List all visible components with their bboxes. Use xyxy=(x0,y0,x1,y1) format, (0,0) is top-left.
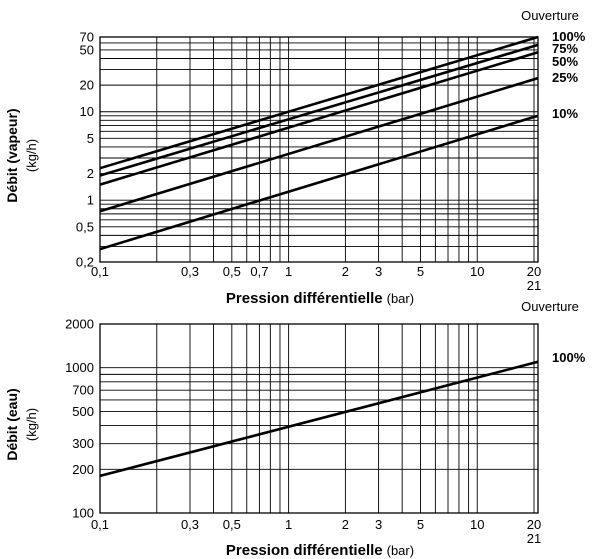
y-tick-label: 2 xyxy=(87,166,94,181)
y-axis-title-unit: (kg/h) xyxy=(24,408,39,441)
series-label: 100% xyxy=(552,350,586,365)
series-header: Ouverture xyxy=(521,299,579,314)
y-tick-label: 0,2 xyxy=(76,255,94,270)
x-tick-label: 1 xyxy=(285,517,292,532)
x-tick-label: 0,5 xyxy=(223,264,241,279)
series-line xyxy=(99,43,539,177)
y-axis-title-main: Débit (eau) xyxy=(4,388,20,460)
x-axis-title-main: Pression différentielle xyxy=(226,290,383,307)
series-line xyxy=(99,114,539,251)
x-end-label: 21 xyxy=(527,278,541,293)
y-axis-title-main: Débit (vapeur) xyxy=(4,108,20,202)
y-tick-label: 100 xyxy=(72,506,94,521)
series-label: 50% xyxy=(552,54,578,69)
y-tick-label: 300 xyxy=(72,436,94,451)
x-axis-title-main: Pression différentielle xyxy=(226,542,383,559)
x-tick-label: 5 xyxy=(417,517,424,532)
x-tick-label: 0,5 xyxy=(223,517,241,532)
series-label: 75% xyxy=(552,41,578,56)
x-tick-label: 1 xyxy=(285,264,292,279)
y-tick-label: 5 xyxy=(87,131,94,146)
x-tick-label: 20 xyxy=(527,517,541,532)
x-tick-label: 10 xyxy=(470,517,484,532)
x-tick-label: 10 xyxy=(470,264,484,279)
series-label: 25% xyxy=(552,70,578,85)
x-axis-title: Pression différentielle (bar) xyxy=(226,290,414,307)
y-tick-label: 20 xyxy=(80,78,94,93)
y-tick-label: 10 xyxy=(80,104,94,119)
y-tick-label: 700 xyxy=(72,383,94,398)
plot-frame xyxy=(99,323,539,514)
y-tick-label: 500 xyxy=(72,404,94,419)
y-tick-label: 200 xyxy=(72,462,94,477)
x-end-label: 21 xyxy=(527,531,541,546)
plot-frame xyxy=(99,36,539,263)
series-line xyxy=(99,360,539,478)
x-axis-title: Pression différentielle (bar) xyxy=(226,542,414,559)
series-line xyxy=(99,51,539,186)
y-tick-label: 0,5 xyxy=(76,219,94,234)
series-line xyxy=(99,35,539,170)
y-tick-label: 70 xyxy=(80,30,94,45)
x-tick-label: 3 xyxy=(375,264,382,279)
x-axis-title-unit: (bar) xyxy=(387,543,414,558)
series-header: Ouverture xyxy=(521,8,579,23)
y-tick-label: 1000 xyxy=(65,360,94,375)
series-line xyxy=(99,76,539,213)
series-label: 10% xyxy=(552,106,578,121)
x-tick-label: 0,1 xyxy=(91,264,109,279)
x-tick-label: 0,7 xyxy=(250,264,268,279)
x-tick-label: 5 xyxy=(417,264,424,279)
x-tick-label: 20 xyxy=(527,264,541,279)
chart-1: 0,1 0,3 0,5 0,7 1 2 3 5 10 20210,20,512510205070P… xyxy=(4,8,586,307)
x-tick-label: 0,3 xyxy=(181,517,199,532)
x-tick-label: 2 xyxy=(342,517,349,532)
x-axis-title-unit: (bar) xyxy=(387,291,414,306)
y-axis-title-unit: (kg/h) xyxy=(24,139,39,172)
y-tick-label: 2000 xyxy=(65,317,94,332)
x-tick-label: 0,3 xyxy=(181,264,199,279)
x-tick-label: 3 xyxy=(375,517,382,532)
x-tick-label: 0,1 xyxy=(91,517,109,532)
series-label: 100% xyxy=(552,29,586,44)
x-tick-label: 2 xyxy=(342,264,349,279)
y-tick-label: 50 xyxy=(80,42,94,57)
y-tick-label: 1 xyxy=(87,193,94,208)
